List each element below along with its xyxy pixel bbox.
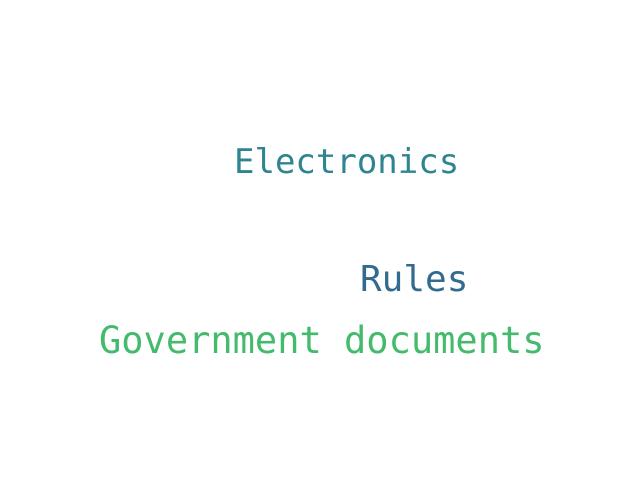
- word-rules: Rules: [360, 259, 469, 300]
- word-government-documents: Government documents: [99, 319, 545, 362]
- word-electronics: Electronics: [234, 142, 460, 182]
